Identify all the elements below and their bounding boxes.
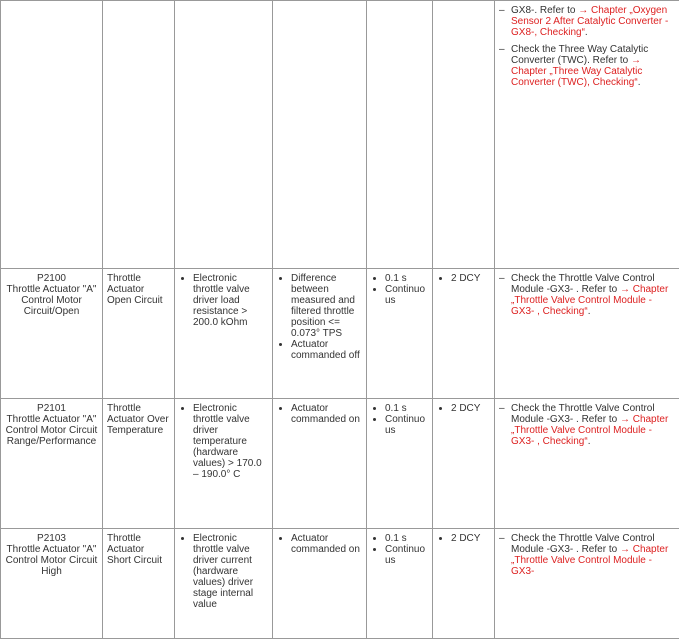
fault-name-cell: Throttle Actuator Over Temperature [103,399,175,529]
arrow-icon: → [631,55,641,66]
chapter-link[interactable]: Chapter „Throttle Valve Control Module -… [511,544,668,577]
timing-cell: 0.1 sContinuous [367,529,433,639]
list-item: Continuous [385,414,428,436]
chapter-link[interactable]: Chapter „Oxygen Sensor 2 After Catalytic… [511,5,668,38]
table-row: P2100Throttle Actuator "A" Control Motor… [1,269,679,399]
arrow-icon: → [620,284,630,295]
action-list: Check the Throttle Valve Control Module … [499,403,675,447]
dtc-code: P2103 [5,533,98,544]
table-row: P2103Throttle Actuator "A" Control Motor… [1,529,679,639]
dtc-code-cell: P2103Throttle Actuator "A" Control Motor… [1,529,103,639]
dtc-description: Throttle Actuator "A" Control Motor Circ… [5,414,98,447]
list-item: 2 DCY [451,533,490,544]
list-item: Actuator commanded on [291,533,362,555]
criteria-cell: Electronic throttle valve driver tempera… [175,399,273,529]
bullet-list: 2 DCY [437,533,490,544]
arrow-icon: → [578,5,588,16]
chapter-link[interactable]: Chapter „Three Way Catalytic Converter (… [511,66,642,88]
list-item: 2 DCY [451,273,490,284]
table-row: GX8-. Refer to → Chapter „Oxygen Sensor … [1,1,679,269]
criteria-cell [175,1,273,269]
action-item: Check the Three Way Catalytic Converter … [499,44,675,88]
list-item: Electronic throttle valve driver current… [193,533,268,610]
conditions-cell: Actuator commanded on [273,529,367,639]
action-item: Check the Throttle Valve Control Module … [499,403,675,447]
fault-name-cell: Throttle Actuator Short Circuit [103,529,175,639]
dtc-code-cell: P2100Throttle Actuator "A" Control Motor… [1,269,103,399]
timing-cell [367,1,433,269]
action-cell: Check the Throttle Valve Control Module … [495,269,679,399]
list-item: Difference between measured and filtered… [291,273,362,339]
chapter-link[interactable]: Chapter „Throttle Valve Control Module -… [511,414,668,447]
bullet-list: 0.1 sContinuous [371,403,428,436]
conditions-cell: Actuator commanded on [273,399,367,529]
dtc-code: P2100 [5,273,98,284]
action-list: Check the Throttle Valve Control Module … [499,533,675,577]
dtc-code-cell: P2101Throttle Actuator "A" Control Motor… [1,399,103,529]
criteria-cell: Electronic throttle valve driver load re… [175,269,273,399]
cycles-cell: 2 DCY [433,399,495,529]
bullet-list: Electronic throttle valve driver current… [179,533,268,610]
cycles-cell: 2 DCY [433,269,495,399]
bullet-list: Electronic throttle valve driver load re… [179,273,268,328]
list-item: 2 DCY [451,403,490,414]
dtc-code: P2101 [5,403,98,414]
list-item: Continuous [385,284,428,306]
dtc-description: Throttle Actuator "A" Control Motor Circ… [5,544,98,577]
table-row: P2101Throttle Actuator "A" Control Motor… [1,399,679,529]
bullet-list: 0.1 sContinuous [371,273,428,306]
arrow-icon: → [620,544,630,555]
action-item: Check the Throttle Valve Control Module … [499,533,675,577]
action-cell: Check the Throttle Valve Control Module … [495,399,679,529]
bullet-list: 2 DCY [437,403,490,414]
list-item: 0.1 s [385,273,428,284]
dtc-table: GX8-. Refer to → Chapter „Oxygen Sensor … [0,0,679,639]
list-item: Electronic throttle valve driver tempera… [193,403,268,480]
bullet-list: Electronic throttle valve driver tempera… [179,403,268,480]
bullet-list: Actuator commanded on [277,533,362,555]
cycles-cell: 2 DCY [433,529,495,639]
action-list: GX8-. Refer to → Chapter „Oxygen Sensor … [499,5,675,88]
action-cell: Check the Throttle Valve Control Module … [495,529,679,639]
bullet-list: 2 DCY [437,273,490,284]
timing-cell: 0.1 sContinuous [367,269,433,399]
list-item: 0.1 s [385,403,428,414]
list-item: 0.1 s [385,533,428,544]
list-item: Actuator commanded off [291,339,362,361]
fault-name-cell [103,1,175,269]
dtc-code-cell [1,1,103,269]
arrow-icon: → [620,414,630,425]
fault-name-cell: Throttle Actuator Open Circuit [103,269,175,399]
list-item: Actuator commanded on [291,403,362,425]
list-item: Continuous [385,544,428,566]
action-item: Check the Throttle Valve Control Module … [499,273,675,317]
action-list: Check the Throttle Valve Control Module … [499,273,675,317]
dtc-description: Throttle Actuator "A" Control Motor Circ… [5,284,98,317]
cycles-cell [433,1,495,269]
conditions-cell: Difference between measured and filtered… [273,269,367,399]
chapter-link[interactable]: Chapter „Throttle Valve Control Module -… [511,284,668,317]
timing-cell: 0.1 sContinuous [367,399,433,529]
bullet-list: Actuator commanded on [277,403,362,425]
bullet-list: 0.1 sContinuous [371,533,428,566]
action-item: GX8-. Refer to → Chapter „Oxygen Sensor … [499,5,675,38]
bullet-list: Difference between measured and filtered… [277,273,362,361]
criteria-cell: Electronic throttle valve driver current… [175,529,273,639]
conditions-cell [273,1,367,269]
list-item: Electronic throttle valve driver load re… [193,273,268,328]
action-cell: GX8-. Refer to → Chapter „Oxygen Sensor … [495,1,679,269]
